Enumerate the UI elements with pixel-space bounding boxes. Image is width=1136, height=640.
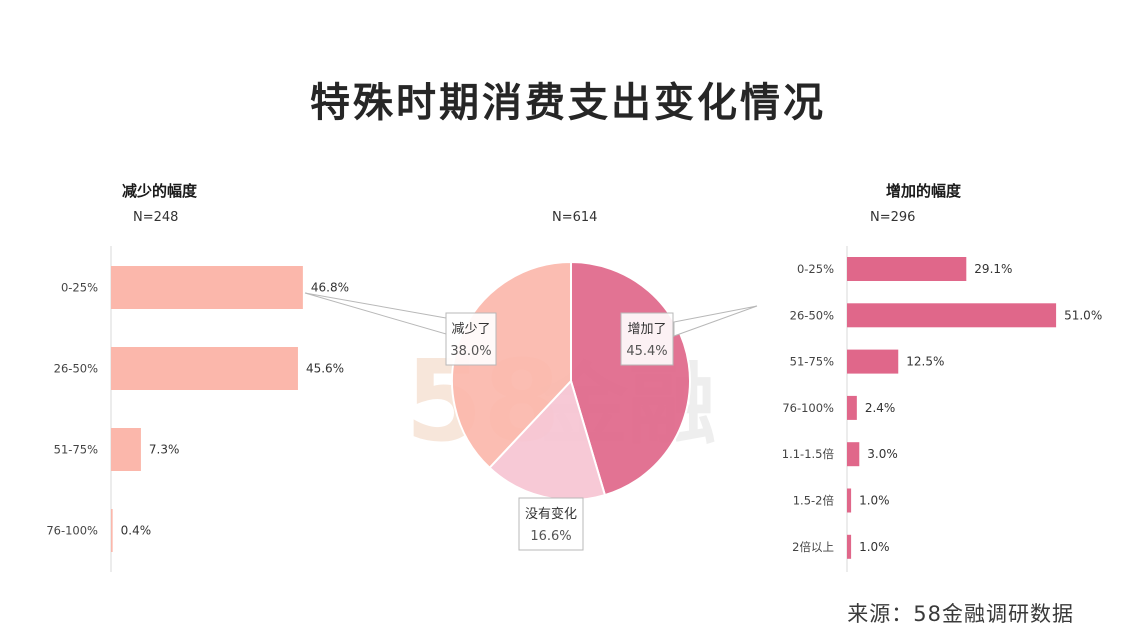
pie-label-nochange-value: 16.6% xyxy=(530,529,571,544)
page-title: 特殊时期消费支出变化情况 xyxy=(310,80,826,126)
right-value-label: 2.4% xyxy=(865,401,896,415)
right-bar xyxy=(847,303,1057,328)
right-bar xyxy=(847,488,852,513)
right-value-label: 29.1% xyxy=(974,262,1012,276)
left-category-label: 0-25% xyxy=(61,281,98,295)
right-category-label: 76-100% xyxy=(782,401,834,415)
right-category-label: 0-25% xyxy=(797,262,834,276)
pie-label-decrease-box xyxy=(445,312,497,366)
right-category-label: 2倍以上 xyxy=(792,540,834,554)
connector-right xyxy=(673,305,758,337)
pie-chart-n: N=614 xyxy=(552,210,598,225)
right-bar xyxy=(847,349,899,374)
left-bar xyxy=(111,266,303,309)
right-value-label: 1.0% xyxy=(859,494,890,508)
pie-label-increase-value: 45.4% xyxy=(626,344,667,359)
pie-label-nochange-text: 没有变化 xyxy=(525,506,577,522)
left-category-label: 51-75% xyxy=(54,443,98,457)
left-chart-title: 减少的幅度 xyxy=(122,182,198,200)
pie-label-increase-text: 增加了 xyxy=(627,322,666,337)
right-value-label: 12.5% xyxy=(906,355,944,369)
right-bar xyxy=(847,442,860,467)
pie-label-decrease-value: 38.0% xyxy=(450,344,491,359)
left-bar xyxy=(111,428,141,471)
left-category-label: 26-50% xyxy=(54,362,98,376)
right-value-label: 51.0% xyxy=(1064,308,1102,322)
left-bar xyxy=(111,347,298,390)
right-category-label: 1.1-1.5倍 xyxy=(782,447,835,461)
left-value-label: 45.6% xyxy=(306,362,344,376)
right-value-label: 1.0% xyxy=(859,540,890,554)
right-bar xyxy=(847,257,967,281)
pie-label-nochange-box xyxy=(518,497,584,551)
right-bar xyxy=(847,395,857,420)
left-value-label: 7.3% xyxy=(149,443,180,457)
pie-label-decrease-text: 减少了 xyxy=(451,322,490,337)
right-category-label: 1.5-2倍 xyxy=(793,494,835,508)
connector-left xyxy=(304,292,447,335)
left-category-label: 76-100% xyxy=(46,524,98,538)
right-category-label: 51-75% xyxy=(790,355,834,369)
left-chart-n: N=248 xyxy=(133,210,179,225)
right-value-label: 3.0% xyxy=(867,447,898,461)
left-bar xyxy=(111,509,113,552)
right-category-label: 26-50% xyxy=(790,308,834,322)
right-chart-title: 增加的幅度 xyxy=(886,182,962,200)
right-bar xyxy=(847,534,852,559)
pie-label-increase-box xyxy=(620,312,674,366)
pie-slice-nochange xyxy=(488,379,607,501)
right-chart-n: N=296 xyxy=(870,210,916,225)
left-value-label: 46.8% xyxy=(311,281,349,295)
left-value-label: 0.4% xyxy=(121,524,152,538)
source-note: 来源：58金融调研数据 xyxy=(847,602,1074,626)
